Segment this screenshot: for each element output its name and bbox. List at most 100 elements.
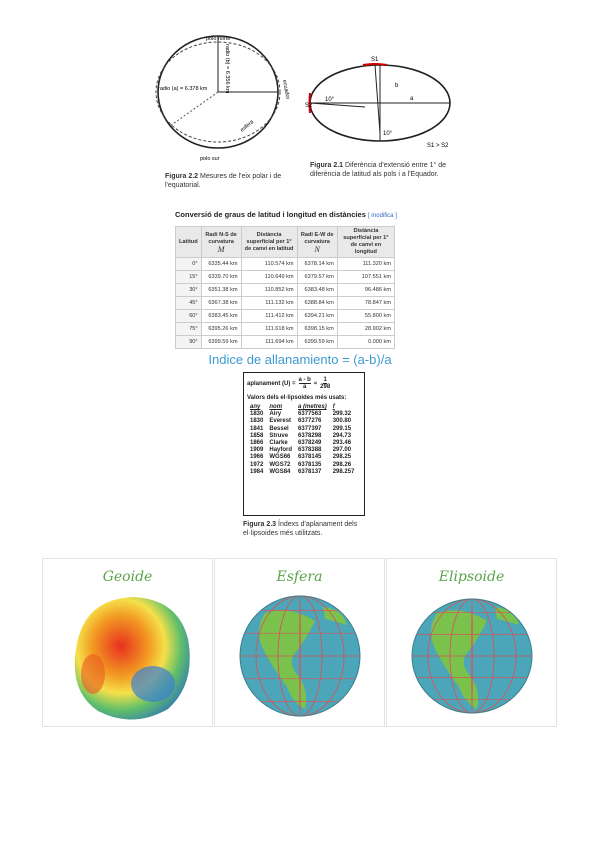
cell: 110.574 km [240, 257, 298, 271]
cell: 293.46 [332, 440, 352, 447]
header-text: Distància superficial per 1° de canvi en… [343, 228, 389, 255]
cell: 1841 [250, 425, 264, 432]
cell: 111.694 km [240, 335, 298, 349]
label: ecuador [281, 79, 290, 100]
caption-number: Figura 2.2 [165, 173, 199, 180]
row: 60° 6383.45 km 111.412 km 6394.21 km 55.800 … [175, 309, 396, 323]
cell: 6379.57 km [296, 270, 338, 284]
cell: 110.852 km [240, 283, 298, 297]
title: Conversió de graus de latitud i longitud… [175, 210, 366, 219]
data-table: Latitud Radi N-S de curvatura M Distància s… [175, 226, 396, 349]
cell: 1830 [250, 411, 264, 418]
label: S2 [305, 103, 313, 109]
panel-title: Elipsoide [438, 569, 505, 585]
label: radio (b) = 6.356 km [224, 44, 230, 94]
label: S1 [371, 57, 379, 63]
cell: Clarke [269, 440, 288, 447]
header-text: Latitud [179, 238, 198, 245]
caption-text: Diferència d'extensió entre 1° de diferè… [310, 162, 447, 178]
header-text: Radi N-S de curvatura [205, 231, 237, 245]
cell: 1909 [250, 447, 264, 454]
cell: 294.73 [332, 432, 352, 439]
header-text: Distància superficial per 1° de canvi en… [244, 231, 294, 252]
panel-title: Geoide [102, 569, 153, 585]
cell: 0.000 km [336, 335, 396, 349]
panel: Elipsoide [386, 558, 557, 727]
globe-shape [495, 607, 519, 625]
cell: 6394.21 km [296, 309, 338, 323]
panel: Geoide [42, 558, 213, 727]
header-cell: Latitud [175, 226, 202, 258]
row: 1830 Everest 6377276 300.80 [247, 418, 357, 425]
sphere-image [239, 595, 361, 717]
header-cell: Distància superficial per 1° de canvi en… [336, 226, 396, 258]
label: esfera [239, 119, 255, 134]
cell: 0° [175, 257, 202, 271]
cell: 45° [175, 296, 202, 310]
cell: 111.618 km [240, 322, 298, 336]
row: 1909 Hayford 6378388 297.00 [247, 447, 357, 454]
label: a [410, 96, 414, 102]
cell: 1984 [250, 468, 264, 475]
cell: 299.15 [332, 425, 352, 432]
cell: 6335.44 km [200, 257, 242, 271]
cell: 6378145 [298, 454, 322, 461]
ellipsoid-table: any nom a (metres) f 1830 Airy 6377563 299.32 18… [247, 404, 357, 476]
header-cell: Radi E-W de curvatura N [296, 226, 338, 258]
cell: 1972 [250, 461, 264, 468]
cell: 6378249 [298, 440, 322, 447]
cell: 28.902 km [336, 322, 396, 336]
cell: 6399.59 km [200, 335, 242, 349]
row: 30° 6351.38 km 110.852 km 6383.48 km 96.486 … [175, 283, 396, 297]
cell: 78.847 km [336, 296, 396, 310]
cell: 6378388 [298, 447, 322, 454]
globe-shape [259, 610, 315, 709]
cell: 6367.38 km [200, 296, 242, 310]
cell: 96.486 km [336, 283, 396, 297]
label: 10° [325, 97, 335, 103]
subtitle: Valors dels el·lipsoides més usats: [247, 395, 347, 401]
panel-title: Esfera [276, 569, 323, 585]
row: 90° 6399.59 km 111.694 km 6399.59 km 0.000 k… [175, 335, 396, 349]
row: 0° 6335.44 km 110.574 km 6378.14 km 111.320 … [175, 257, 396, 271]
globe-shape [239, 595, 361, 717]
header-cell: nom [269, 404, 283, 410]
figure-right: S1 S2 10° 10° b a S1 > S2 [305, 57, 451, 149]
label: radio (a) = 6.378 km [158, 86, 208, 92]
label: 10° [383, 131, 393, 137]
caption: Figura 2.3 Índexs d'aplanament dels el·l… [243, 521, 383, 538]
cell: 6377276 [298, 418, 322, 425]
cell: Airy [269, 411, 282, 418]
cell: 6378137 [298, 468, 322, 475]
cell: 111.320 km [336, 257, 396, 271]
cell: 111.132 km [240, 296, 298, 310]
header-symbol: M [217, 244, 225, 254]
geoid-image [74, 597, 190, 720]
row: 45° 6367.38 km 111.132 km 6388.84 km 78.847 … [175, 296, 396, 310]
cell: 6399.59 km [296, 335, 338, 349]
cell: 6377397 [298, 425, 322, 432]
header-cell: Radi N-S de curvatura M [200, 226, 242, 258]
cell: 297.00 [332, 447, 352, 454]
row: 1866 Clarke 6378249 293.46 [247, 440, 357, 447]
globe-shape [411, 598, 533, 714]
cell: 107.551 km [336, 270, 396, 284]
label: polo norte [206, 36, 230, 42]
row: 1972 WGS72 6378135 298.26 [247, 462, 357, 469]
cell: 6378.14 km [296, 257, 338, 271]
cell: 6398.15 km [296, 322, 338, 336]
cell: 90° [175, 335, 202, 349]
cell: 6383.45 km [200, 309, 242, 323]
cell: 1866 [250, 440, 264, 447]
cell: 111.412 km [240, 309, 298, 323]
cell: 6395.26 km [200, 322, 242, 336]
numerator: 1 [323, 377, 327, 384]
label: polo sur [200, 156, 220, 162]
cell: Struve [269, 432, 289, 439]
row: 15° 6339.70 km 110.649 km 6379.57 km 107.551… [175, 270, 396, 284]
edit-link[interactable]: [ modifica ] [367, 213, 397, 219]
cell: WGS72 [269, 461, 291, 468]
cell: 15° [175, 270, 202, 284]
